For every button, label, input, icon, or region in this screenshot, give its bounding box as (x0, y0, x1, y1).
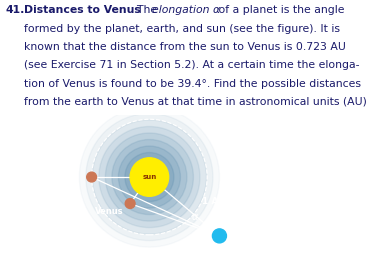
Text: (see Exercise 71 in Section 5.2). At a certain time the elonga-: (see Exercise 71 in Section 5.2). At a c… (24, 60, 360, 70)
Text: tion of Venus is found to be 39.4°. Find the possible distances: tion of Venus is found to be 39.4°. Find… (24, 79, 361, 89)
Circle shape (119, 146, 181, 208)
Text: formed by the planet, earth, and sun (see the figure). It is: formed by the planet, earth, and sun (se… (24, 24, 340, 34)
Text: Venus: Venus (95, 207, 123, 216)
Circle shape (125, 153, 174, 202)
Text: earth: earth (210, 252, 236, 261)
Circle shape (130, 158, 169, 196)
Text: Distances to Venus: Distances to Venus (24, 5, 141, 15)
Circle shape (125, 199, 135, 208)
Text: of a planet is the angle: of a planet is the angle (215, 5, 345, 15)
Circle shape (86, 113, 213, 241)
Circle shape (87, 172, 97, 182)
Text: The: The (130, 5, 161, 15)
Circle shape (112, 140, 187, 215)
Circle shape (92, 120, 206, 234)
Text: from the earth to Venus at that time in astronomical units (AU).: from the earth to Venus at that time in … (24, 97, 367, 107)
Circle shape (105, 133, 193, 221)
Text: 41.: 41. (5, 5, 24, 15)
Circle shape (212, 229, 226, 243)
Text: elongation α: elongation α (152, 5, 220, 15)
Text: α: α (192, 212, 198, 222)
Text: known that the distance from the sun to Venus is 0.723 AU: known that the distance from the sun to … (24, 42, 346, 52)
Text: sun: sun (142, 174, 156, 180)
Circle shape (99, 126, 200, 228)
Text: Venus: Venus (44, 170, 72, 179)
Text: 1 AU: 1 AU (202, 197, 225, 206)
